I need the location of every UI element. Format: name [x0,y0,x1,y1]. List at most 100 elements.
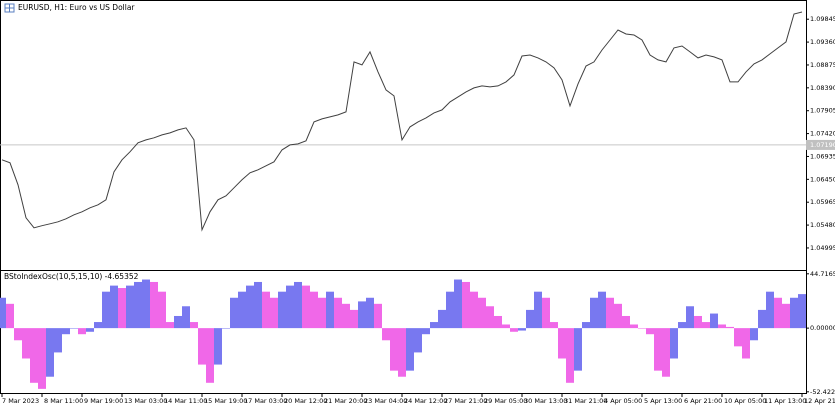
price-line [1,11,803,232]
osc-bar [446,291,454,329]
osc-bar [750,328,758,341]
osc-bar [190,322,198,329]
osc-bar [302,285,310,329]
osc-bar [718,324,726,329]
osc-bar [758,309,766,329]
osc-bar [534,291,542,329]
osc-bar [654,328,662,371]
osc-bar [366,297,374,329]
osc-bar [254,281,262,329]
osc-bar [678,322,686,329]
osc-bar [278,291,286,329]
osc-bar [574,328,582,371]
osc-bar [670,328,678,359]
osc-bar [454,279,462,329]
osc-bar [542,297,550,329]
osc-bar [286,285,294,329]
osc-bar [358,301,366,329]
osc-bar [38,328,46,389]
osc-bar [246,285,254,329]
x-tick-label: 14 Mar 11:00 [164,397,207,405]
osc-bar [62,328,70,335]
x-tick-label: 30 Mar 13:00 [524,397,567,405]
x-tick-label: 6 Apr 21:00 [684,397,722,405]
osc-bar [638,328,646,329]
osc-bar [470,291,478,329]
osc-bar [86,328,94,332]
osc-bar [550,322,558,329]
osc-bar [478,297,486,329]
y-tick-label: 1.09360 [810,38,835,46]
x-tick-label: 29 Mar 05:00 [484,397,527,405]
x-tick-label: 23 Mar 04:00 [364,397,407,405]
x-tick-label: 27 Mar 21:00 [444,397,487,405]
osc-bar [238,291,246,329]
osc-bar [54,328,62,353]
x-tick-label: 11 Apr 13:00 [764,397,806,405]
x-tick-label: 9 Mar 19:00 [84,397,123,405]
osc-bar [518,328,526,331]
osc-bar [94,322,102,329]
osc-bar [734,328,742,347]
osc-bar [326,291,334,329]
osc-bar [6,303,14,329]
osc-bar [382,328,390,341]
osc-bar [174,315,182,329]
osc-bar [198,328,206,365]
osc-bar [270,297,278,329]
y-tick-label: 1.06935 [810,152,835,160]
osc-bar [526,309,534,329]
osc-bar [774,297,782,329]
x-tick-label: 10 Apr 05:00 [724,397,766,405]
x-tick-label: 15 Mar 19:00 [204,397,247,405]
frame [0,0,807,394]
osc-bar [166,322,174,329]
y-tick-label: 1.05965 [810,198,835,206]
x-tick-label: 7 Mar 2023 [2,397,39,405]
osc-bar [14,328,22,341]
osc-bar [342,303,350,329]
x-tick-label: 20 Mar 12:00 [284,397,327,405]
osc-bar [566,328,574,383]
osc-bar [230,297,238,329]
osc-bar [630,324,638,329]
x-tick-label: 12 Apr 21:00 [804,397,835,405]
osc-bar [22,328,30,359]
osc-bar [398,328,406,377]
symbol-icon [4,3,15,13]
osc-bar [318,297,326,329]
indicator-title: BStoIndexOsc(10,5,15,10) -4.65352 [4,272,139,281]
y-tick-label: 1.05480 [810,221,835,229]
osc-bar [102,291,110,329]
osc-bar [582,322,590,329]
osc-bar [598,291,606,329]
osc-bar [406,328,414,371]
osc-bar [646,328,654,335]
y-tick-label: 1.09845 [810,15,835,23]
x-tick-label: 5 Apr 13:00 [644,397,682,405]
osc-bar [110,285,118,329]
osc-bar [182,306,190,329]
osc-bar [686,306,694,329]
y-tick-label: 1.08390 [810,84,835,92]
osc-bar [742,328,750,359]
osc-bar [206,328,214,383]
osc-bar [262,291,270,329]
x-tick-label: 13 Mar 03:00 [124,397,167,405]
x-tick-label: 31 Mar 21:00 [564,397,607,405]
osc-bar [310,291,318,329]
osc-bar [710,313,718,329]
osc-bar [118,288,126,329]
osc-bar [222,328,230,329]
osc-bar [510,328,518,332]
osc-bar [390,328,398,371]
x-tick-label: 8 Mar 11:00 [44,397,83,405]
osc-bar [590,297,598,329]
osc-bar [0,297,6,329]
osc-bar [614,303,622,329]
y-tick-label: 1.07905 [810,107,835,115]
last-price-label: 1.07190 [810,141,835,149]
osc-bar [798,294,806,329]
y-tick-label: 1.04995 [810,244,835,252]
osc-bar [694,315,702,329]
